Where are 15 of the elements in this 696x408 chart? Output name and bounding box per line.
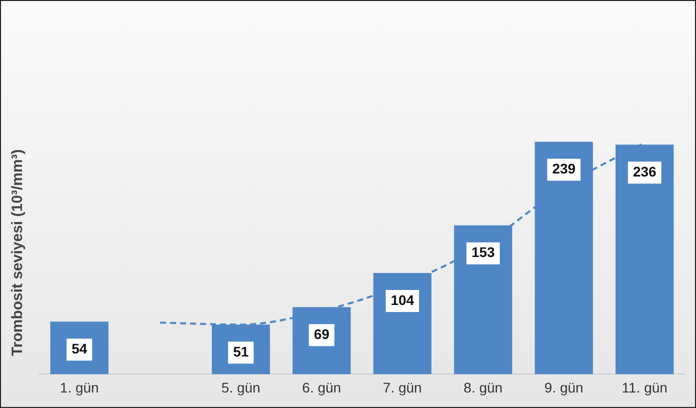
- data-label: 239: [552, 160, 576, 177]
- data-label: 153: [471, 244, 496, 260]
- data-label: 236: [632, 163, 657, 180]
- x-tick-label: 6. gün: [302, 379, 342, 396]
- data-label: 51: [233, 343, 249, 360]
- x-tick-label: 5. gün: [221, 379, 260, 396]
- x-tick-label: 1. gün: [60, 379, 99, 396]
- x-tick-label: 7. gün: [382, 379, 422, 396]
- x-tick-label: 8. gün: [464, 379, 503, 396]
- data-label: 104: [390, 292, 414, 308]
- data-label: 54: [72, 340, 88, 357]
- x-tick-label: 11. gün: [622, 379, 668, 396]
- x-tick-label: 9. gün: [544, 379, 584, 396]
- data-label: 69: [314, 326, 330, 342]
- y-axis-title: Trombosit seviyesi (10³/mm³): [9, 149, 26, 356]
